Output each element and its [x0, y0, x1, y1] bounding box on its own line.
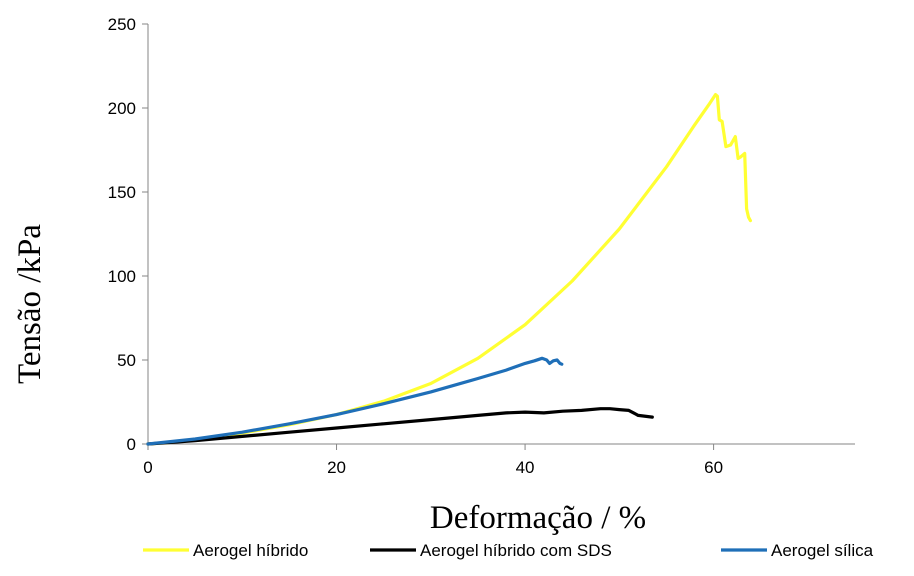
series-line-2: [146, 407, 654, 446]
x-tick-label: 20: [327, 458, 346, 477]
legend-label-2: Aerogel híbrido com SDS: [420, 541, 612, 560]
axes: 0 50 100 150 200 250 0 20 40 60: [108, 15, 855, 477]
x-axis-title: Deformação / %: [430, 500, 646, 536]
y-tick-label: 150: [108, 183, 136, 202]
series-line-3: [146, 356, 564, 446]
legend: Aerogel híbrido Aerogel híbrido com SDS Ae…: [143, 541, 874, 560]
legend-label-3: Aerogel sílica: [771, 541, 874, 560]
x-tick-label: 60: [704, 458, 723, 477]
y-tick-label: 50: [117, 351, 136, 370]
series-line-1: [146, 92, 753, 446]
x-tick-label: 0: [143, 458, 152, 477]
y-axis-title: Tensão /kPa: [12, 224, 48, 384]
y-tick-label: 200: [108, 99, 136, 118]
x-tick-label: 40: [516, 458, 535, 477]
y-tick-label: 100: [108, 267, 136, 286]
y-tick-label: 0: [127, 435, 136, 454]
series-layer: [146, 92, 753, 446]
y-tick-label: 250: [108, 15, 136, 34]
legend-label-1: Aerogel híbrido: [193, 541, 308, 560]
